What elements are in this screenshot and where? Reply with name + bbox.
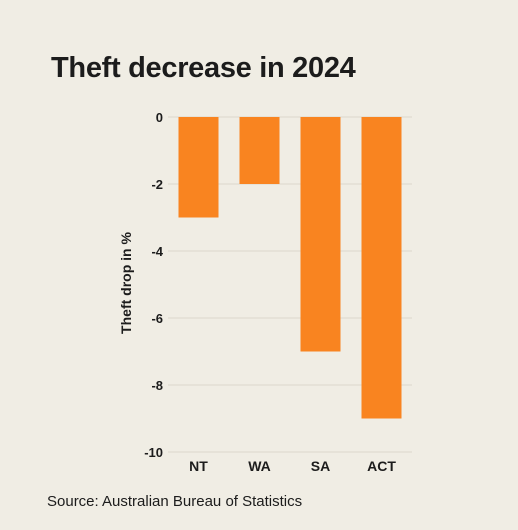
source-note: Source: Australian Bureau of Statistics: [47, 493, 303, 510]
x-category-label: NT: [189, 458, 208, 474]
y-tick-label: -2: [151, 177, 163, 192]
y-tick-label: -4: [151, 244, 163, 259]
x-category-label: SA: [311, 458, 330, 474]
y-axis-label: Theft drop in %: [118, 232, 134, 334]
y-tick-label: -10: [144, 445, 163, 460]
bar-act: [361, 117, 402, 419]
bar-wa: [239, 117, 280, 184]
y-tick-label: 0: [156, 110, 163, 125]
y-axis-ticks: 0 -2 -4 -6 -8 -10: [144, 110, 164, 460]
x-category-label: WA: [248, 458, 271, 474]
bar-nt: [178, 117, 219, 218]
y-tick-label: -8: [151, 378, 163, 393]
x-category-label: ACT: [367, 458, 396, 474]
y-tick-label: -6: [151, 311, 163, 326]
bars: [178, 117, 402, 419]
chart-title: Theft decrease in 2024: [51, 52, 356, 84]
bar-sa: [300, 117, 341, 352]
x-axis-categories: NT WA SA ACT: [189, 458, 396, 474]
